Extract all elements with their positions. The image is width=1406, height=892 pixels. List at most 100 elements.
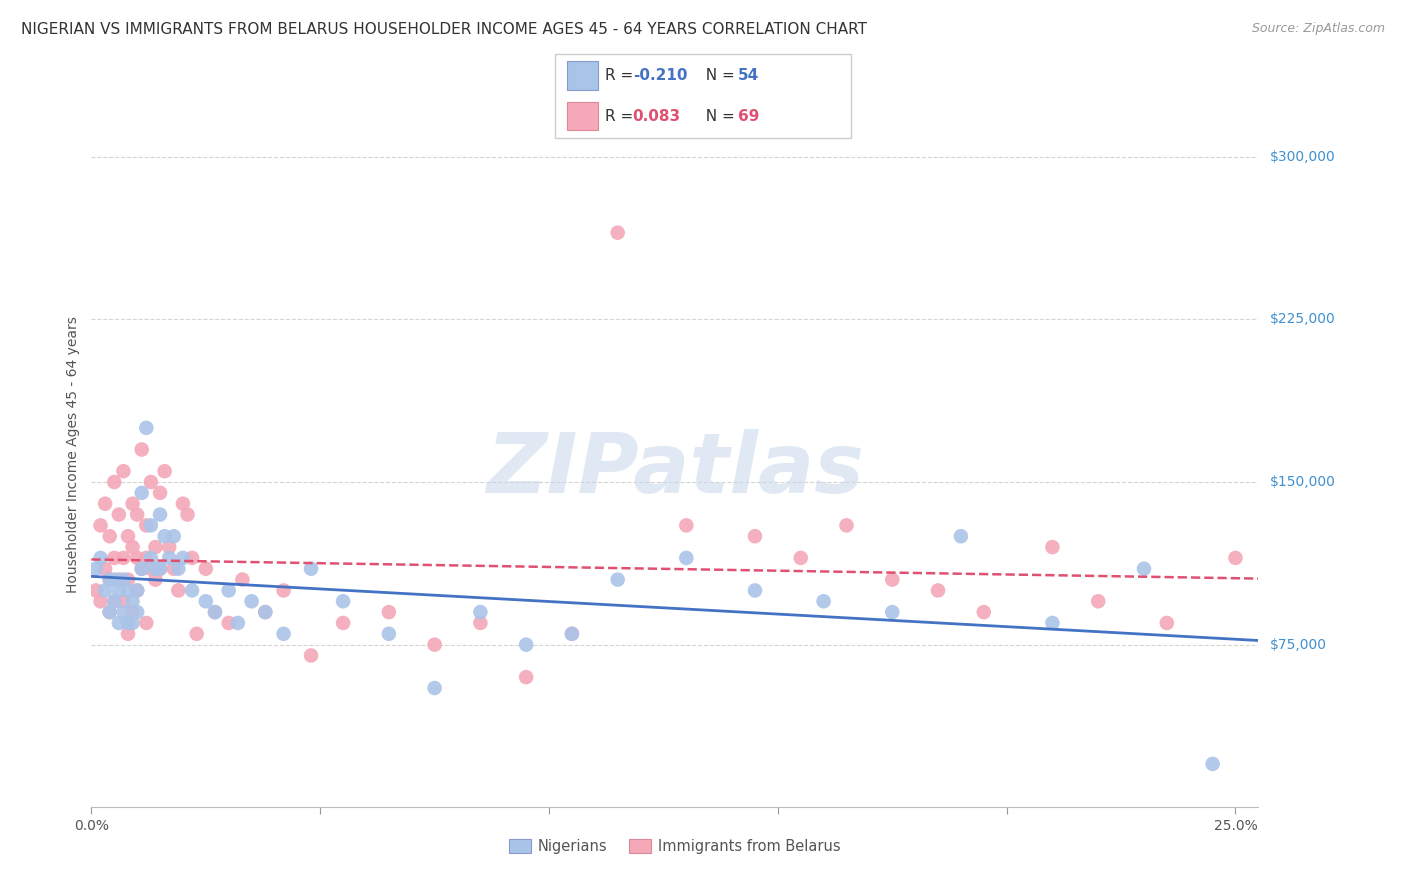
Point: [194, 594, 217, 608]
Point: [423, 638, 446, 652]
Point: [139, 475, 162, 489]
Point: [135, 518, 157, 533]
Point: [121, 497, 143, 511]
Text: N =: N =: [696, 109, 740, 124]
Point: [813, 594, 835, 608]
Point: [112, 594, 135, 608]
Point: [167, 562, 190, 576]
Point: [218, 615, 240, 630]
Text: 0.083: 0.083: [633, 109, 681, 124]
Point: [117, 627, 139, 641]
Text: NIGERIAN VS IMMIGRANTS FROM BELARUS HOUSEHOLDER INCOME AGES 45 - 64 YEARS CORREL: NIGERIAN VS IMMIGRANTS FROM BELARUS HOUS…: [21, 22, 868, 37]
Point: [135, 421, 157, 435]
Point: [98, 605, 121, 619]
Point: [515, 638, 537, 652]
Point: [94, 562, 117, 576]
Point: [949, 529, 972, 543]
Point: [204, 605, 226, 619]
Point: [112, 464, 135, 478]
Point: [131, 486, 153, 500]
Point: [103, 594, 125, 608]
Point: [90, 550, 112, 565]
Point: [675, 550, 697, 565]
Point: [172, 550, 194, 565]
Point: [882, 605, 904, 619]
Point: [157, 540, 180, 554]
Point: [131, 562, 153, 576]
Point: [744, 583, 766, 598]
Point: [139, 550, 162, 565]
Point: [163, 529, 186, 543]
Point: [1201, 756, 1223, 771]
Point: [98, 573, 121, 587]
Point: [1042, 615, 1064, 630]
Point: [121, 615, 143, 630]
Point: [149, 562, 172, 576]
Text: $75,000: $75,000: [1270, 638, 1326, 652]
Legend: Nigerians, Immigrants from Belarus: Nigerians, Immigrants from Belarus: [503, 833, 846, 860]
Point: [1156, 615, 1178, 630]
Point: [882, 573, 904, 587]
Point: [135, 615, 157, 630]
Point: [139, 518, 162, 533]
Point: [790, 550, 813, 565]
Point: [131, 562, 153, 576]
Point: [117, 583, 139, 598]
Text: 69: 69: [738, 109, 759, 124]
Point: [254, 605, 277, 619]
Point: [835, 518, 858, 533]
Point: [108, 573, 131, 587]
Point: [515, 670, 537, 684]
Point: [675, 518, 697, 533]
Point: [254, 605, 277, 619]
Point: [186, 627, 208, 641]
Text: 54: 54: [738, 68, 759, 83]
Point: [127, 605, 149, 619]
Text: Source: ZipAtlas.com: Source: ZipAtlas.com: [1251, 22, 1385, 36]
Y-axis label: Householder Income Ages 45 - 64 years: Householder Income Ages 45 - 64 years: [66, 317, 80, 593]
Point: [226, 615, 249, 630]
Point: [98, 573, 121, 587]
Point: [561, 627, 583, 641]
Point: [149, 508, 172, 522]
Point: [121, 540, 143, 554]
Point: [1042, 540, 1064, 554]
Text: N =: N =: [696, 68, 740, 83]
Point: [117, 573, 139, 587]
Point: [108, 508, 131, 522]
Point: [127, 550, 149, 565]
Point: [181, 583, 204, 598]
Text: $150,000: $150,000: [1270, 475, 1336, 489]
Point: [561, 627, 583, 641]
Point: [378, 627, 401, 641]
Text: R =: R =: [605, 109, 638, 124]
Point: [127, 508, 149, 522]
Point: [240, 594, 263, 608]
Point: [299, 648, 322, 663]
Point: [135, 550, 157, 565]
Point: [181, 550, 204, 565]
Point: [84, 562, 107, 576]
Point: [470, 615, 492, 630]
Point: [1133, 562, 1156, 576]
Point: [84, 583, 107, 598]
Point: [470, 605, 492, 619]
Point: [121, 605, 143, 619]
Point: [127, 583, 149, 598]
Point: [139, 562, 162, 576]
Point: [153, 529, 176, 543]
Point: [121, 594, 143, 608]
Point: [378, 605, 401, 619]
Point: [127, 583, 149, 598]
Point: [108, 615, 131, 630]
Point: [117, 529, 139, 543]
Point: [103, 573, 125, 587]
Point: [112, 550, 135, 565]
Point: [1225, 550, 1247, 565]
Text: R =: R =: [605, 68, 638, 83]
Text: -0.210: -0.210: [633, 68, 688, 83]
Point: [1087, 594, 1109, 608]
Point: [973, 605, 995, 619]
Point: [117, 615, 139, 630]
Point: [94, 497, 117, 511]
